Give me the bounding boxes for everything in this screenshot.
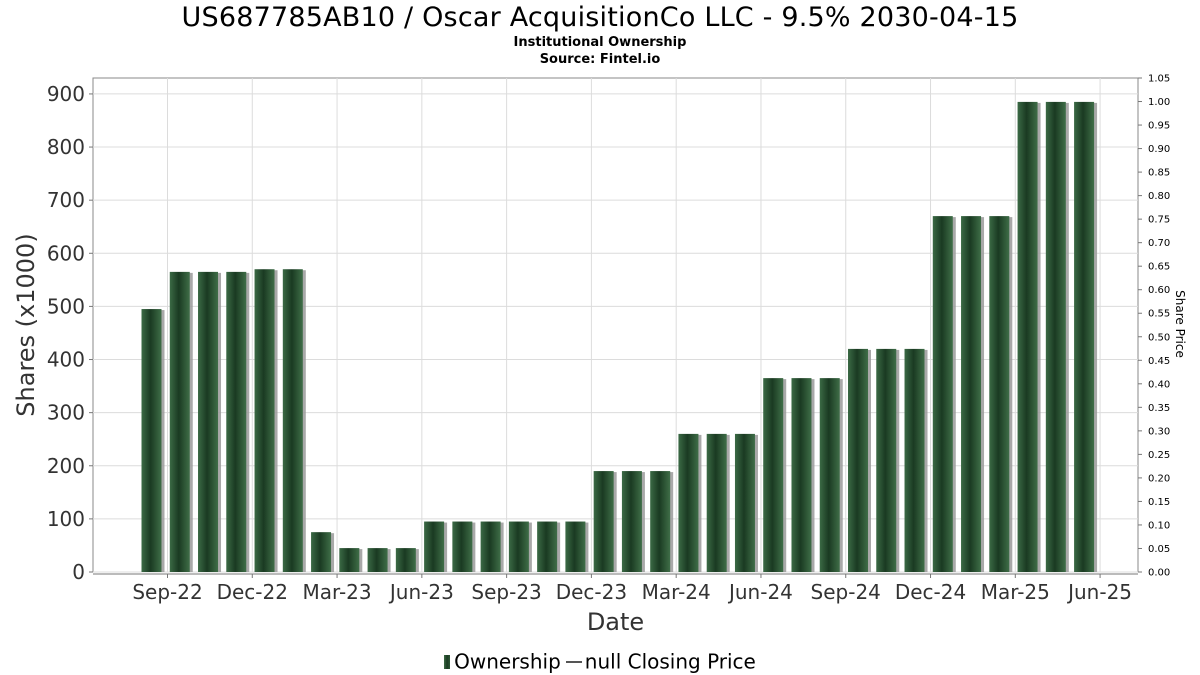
bar: [565, 521, 586, 572]
bar: [282, 269, 303, 572]
bar: [848, 348, 868, 572]
bar-series-ownership: [141, 101, 1098, 572]
bar: [141, 309, 162, 572]
bar: [537, 521, 558, 572]
price-legend-label: null Closing Price: [584, 649, 756, 674]
bar: [734, 433, 755, 572]
x-tick-label: Jun-23: [388, 580, 454, 604]
y-tick-label: 700: [47, 188, 85, 212]
bar: [452, 521, 473, 572]
y2-tick-label: 0.55: [1148, 309, 1170, 320]
bar: [169, 271, 190, 572]
y2-tick-label: 0.25: [1148, 450, 1170, 461]
bar: [508, 521, 529, 572]
y2-tick-label: 0.90: [1148, 144, 1170, 155]
y2-tick-label: 0.05: [1148, 544, 1170, 555]
ownership-legend-label: Ownership: [454, 649, 561, 674]
bar: [650, 471, 671, 572]
y2-tick-label: 0.60: [1148, 285, 1170, 296]
y2-tick-label: 0.80: [1148, 191, 1170, 202]
x-axis-title: Date: [587, 608, 644, 636]
bar: [876, 348, 897, 572]
chart-subtitle: Institutional Ownership: [513, 35, 687, 50]
y-tick-label: 600: [47, 241, 85, 265]
bar: [961, 216, 982, 572]
x-tick-label: Sep-23: [471, 580, 541, 604]
bar: [198, 271, 219, 572]
x-tick-label: Dec-24: [895, 580, 966, 604]
y2-tick-label: 0.15: [1148, 497, 1170, 508]
y-axis-title: Shares (x1000): [12, 233, 40, 416]
bar: [763, 378, 784, 572]
bar: [424, 521, 445, 572]
y2-tick-label: 0.85: [1148, 168, 1170, 179]
y-tick-label: 500: [47, 294, 85, 318]
bar: [932, 216, 953, 572]
bar: [819, 378, 840, 572]
axes: 0 100 200 300 400 500 600 700 800 900 0.00 0.05 0.10…: [12, 74, 1187, 637]
y-tick-label: 800: [47, 135, 85, 159]
y2-tick-label: 0.20: [1148, 473, 1170, 484]
bar: [367, 548, 388, 572]
bar: [989, 216, 1010, 572]
y-tick-label: 900: [47, 82, 85, 106]
y2-tick-label: 1.00: [1148, 97, 1170, 108]
bar: [254, 269, 275, 572]
x-tick-label: Jun-24: [727, 580, 793, 604]
y2-tick-label: 1.05: [1148, 74, 1170, 85]
bar: [904, 348, 925, 572]
bar: [480, 521, 501, 572]
bar: [791, 378, 812, 572]
price-legend-line: [565, 660, 582, 663]
y2-tick-label: 0.45: [1148, 356, 1170, 367]
y2-tick-label: 0.70: [1148, 238, 1170, 249]
y2-tick-label: 0.65: [1148, 262, 1170, 273]
y2-tick-label: 0.00: [1148, 568, 1170, 579]
x-tick-label: Dec-23: [556, 580, 627, 604]
bar: [1017, 101, 1038, 572]
bar: [339, 548, 360, 572]
chart-title: US687785AB10 / Oscar AcquisitionCo LLC -…: [181, 2, 1019, 33]
x-tick-label: Jun-25: [1066, 580, 1132, 604]
y-tick-label: 400: [47, 348, 85, 372]
bar: [1045, 101, 1066, 572]
y2-tick-label: 0.95: [1148, 121, 1170, 132]
y-tick-label: 0: [72, 560, 85, 584]
bar: [593, 471, 614, 572]
y-tick-label: 200: [47, 454, 85, 478]
y2-tick-label: 0.50: [1148, 332, 1170, 343]
ownership-legend-swatch: [444, 654, 451, 669]
x-tick-label: Mar-23: [302, 580, 371, 604]
x-tick-label: Mar-24: [642, 580, 711, 604]
bar: [311, 532, 332, 572]
bar: [395, 548, 416, 572]
y2-tick-label: 0.75: [1148, 215, 1170, 226]
y2-tick-label: 0.30: [1148, 426, 1170, 437]
x-tick-label: Sep-24: [811, 580, 881, 604]
y2-tick-label: 0.10: [1148, 520, 1170, 531]
y2-tick-label: 0.40: [1148, 379, 1170, 390]
x-tick-label: Sep-22: [132, 580, 202, 604]
legend: Ownership null Closing Price: [0, 648, 1200, 674]
bar: [706, 433, 727, 572]
bar: [621, 471, 642, 572]
y2-tick-label: 0.35: [1148, 403, 1170, 414]
y-tick-label: 100: [47, 507, 85, 531]
chart-source: Source: Fintel.io: [539, 52, 661, 67]
y-tick-label: 300: [47, 401, 85, 425]
x-tick-label: Dec-22: [217, 580, 288, 604]
bar: [678, 433, 699, 572]
bar: [1074, 101, 1095, 572]
x-tick-label: Mar-25: [981, 580, 1050, 604]
bar: [226, 271, 247, 572]
y2-axis-title: Share Price: [1173, 290, 1187, 358]
